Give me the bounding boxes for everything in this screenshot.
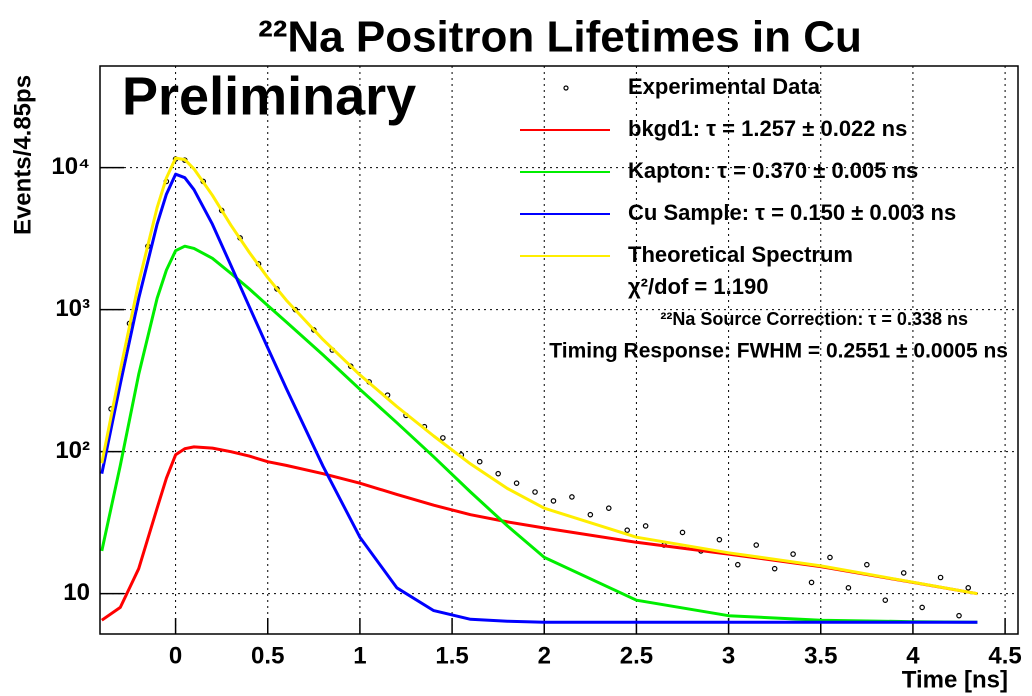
legend-label: bkgd1: τ = 1.257 ± 0.022 ns [628,116,907,141]
data-point [605,505,612,511]
y-tick-label: 10 [63,579,90,606]
x-tick-label: 2.5 [620,642,653,669]
data-point [513,480,520,486]
y-tick-label: 10³ [55,295,90,322]
y-tick-label: 10⁴ [51,153,90,180]
data-point [587,511,594,518]
x-tick-label: 1 [353,642,366,669]
annotation: χ²/dof = 1.190 [628,274,768,299]
data-point [956,612,962,619]
data-point [679,529,686,536]
data-point [642,523,649,529]
x-tick-label: 2 [538,642,551,669]
x-tick-label: 0 [169,642,182,669]
data-point [845,584,852,591]
data-point [900,570,907,576]
frame [99,65,1019,635]
data-point [882,597,889,603]
annotation: Preliminary [122,66,416,126]
curve [100,244,978,624]
legend-label: Cu Sample: τ = 0.150 ± 0.003 ns [628,200,956,225]
x-tick-label: 3.5 [804,642,837,669]
x-tick-label: 0.5 [251,642,284,669]
data-point [440,435,446,441]
data-point [495,470,501,477]
data-point [550,498,557,504]
annotation: Timing Response: FWHM = 0.2551 ± 0.0005 … [549,340,1008,363]
curve [100,445,978,622]
data-point [569,494,575,500]
annotation: ²²Na Source Correction: τ = 0.338 ns [660,309,968,329]
data-point [624,527,631,533]
legend-label: Kapton: τ = 0.370 ± 0.005 ns [628,158,918,183]
x-tick-label: 4.5 [988,642,1021,669]
data-point [864,561,870,568]
data-point [808,579,815,586]
data-point [716,536,723,543]
data-point [753,542,760,548]
data-point [937,574,944,581]
data-point [827,554,833,561]
chart-title: ²²Na Positron Lifetimes in Cu [258,13,862,62]
x-tick-label: 1.5 [435,642,468,669]
data-point [965,584,972,591]
legend-label: Experimental Data [628,74,821,99]
data-point [790,551,796,557]
data-point [919,604,925,611]
plot-area: 0 0.5 1 1.5 2 2.5 3 3.5 4 4.5 10 10² 10³ 10⁴ [51,66,1022,669]
x-tick-label: 3 [722,642,735,669]
data-point [735,561,741,568]
data-point [532,489,538,495]
curve [100,172,978,624]
y-axis-label: Events/4.85ps [9,75,36,235]
legend-label: Theoretical Spectrum [628,242,853,267]
x-axis-label: Time [ns] [902,666,1008,693]
legend-marker [563,85,569,91]
curve [100,156,978,596]
data-point [771,565,778,572]
x-tick-label: 4 [906,642,920,669]
y-tick-label: 10² [55,437,90,464]
data-point [476,458,483,465]
